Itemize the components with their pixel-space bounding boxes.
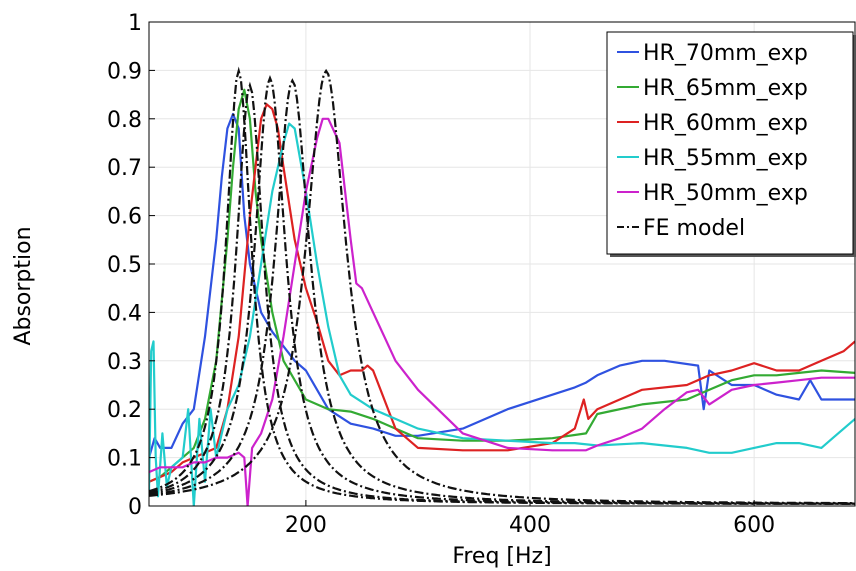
fe-model-curve [149, 75, 855, 505]
legend-label: HR_65mm_exp [643, 76, 808, 101]
fe-model-curve [149, 68, 855, 505]
y-tick-label: 0.7 [107, 156, 142, 181]
legend: HR_70mm_exp HR_65mm_exp HR_60mm_exp HR_55mm… [606, 31, 856, 257]
x-axis-title: Freq [Hz] [452, 544, 551, 569]
y-tick-label: 1 [128, 11, 142, 36]
y-tick-label: 0.4 [107, 301, 142, 326]
x-axis-ticks: 200 400 600 [285, 500, 775, 538]
series-line-hr-60mm-exp [149, 103, 855, 483]
y-tick-label: 0.6 [107, 205, 142, 230]
y-tick-label: 0.1 [107, 447, 142, 472]
y-tick-label: 0.9 [107, 59, 142, 84]
series-layer [149, 66, 855, 506]
legend-box [606, 31, 854, 255]
legend-label: HR_60mm_exp [643, 111, 808, 136]
y-tick-label: 0 [128, 495, 142, 520]
series-line-hr-50mm-exp [149, 117, 855, 506]
y-tick-label: 0.2 [107, 398, 142, 423]
y-tick-label: 0.3 [107, 350, 142, 375]
x-tick-label: 400 [509, 513, 551, 538]
legend-label: HR_55mm_exp [643, 146, 808, 171]
y-axis-ticks: 0 0.1 0.2 0.3 0.4 0.5 0.6 0.7 0.8 0.9 1 [107, 11, 155, 520]
y-tick-label: 0.5 [107, 253, 142, 278]
series-line-hr-70mm-exp [149, 112, 855, 458]
legend-label: HR_50mm_exp [643, 181, 808, 206]
x-tick-label: 200 [285, 513, 327, 538]
series-line-hr-65mm-exp [149, 88, 855, 483]
y-tick-label: 0.8 [107, 108, 142, 133]
y-axis-title: Absorption [11, 226, 36, 345]
x-tick-label: 600 [733, 513, 775, 538]
legend-label: FE model [643, 216, 745, 241]
series-line-hr-55mm-exp [149, 122, 855, 506]
legend-label: HR_70mm_exp [643, 41, 808, 66]
